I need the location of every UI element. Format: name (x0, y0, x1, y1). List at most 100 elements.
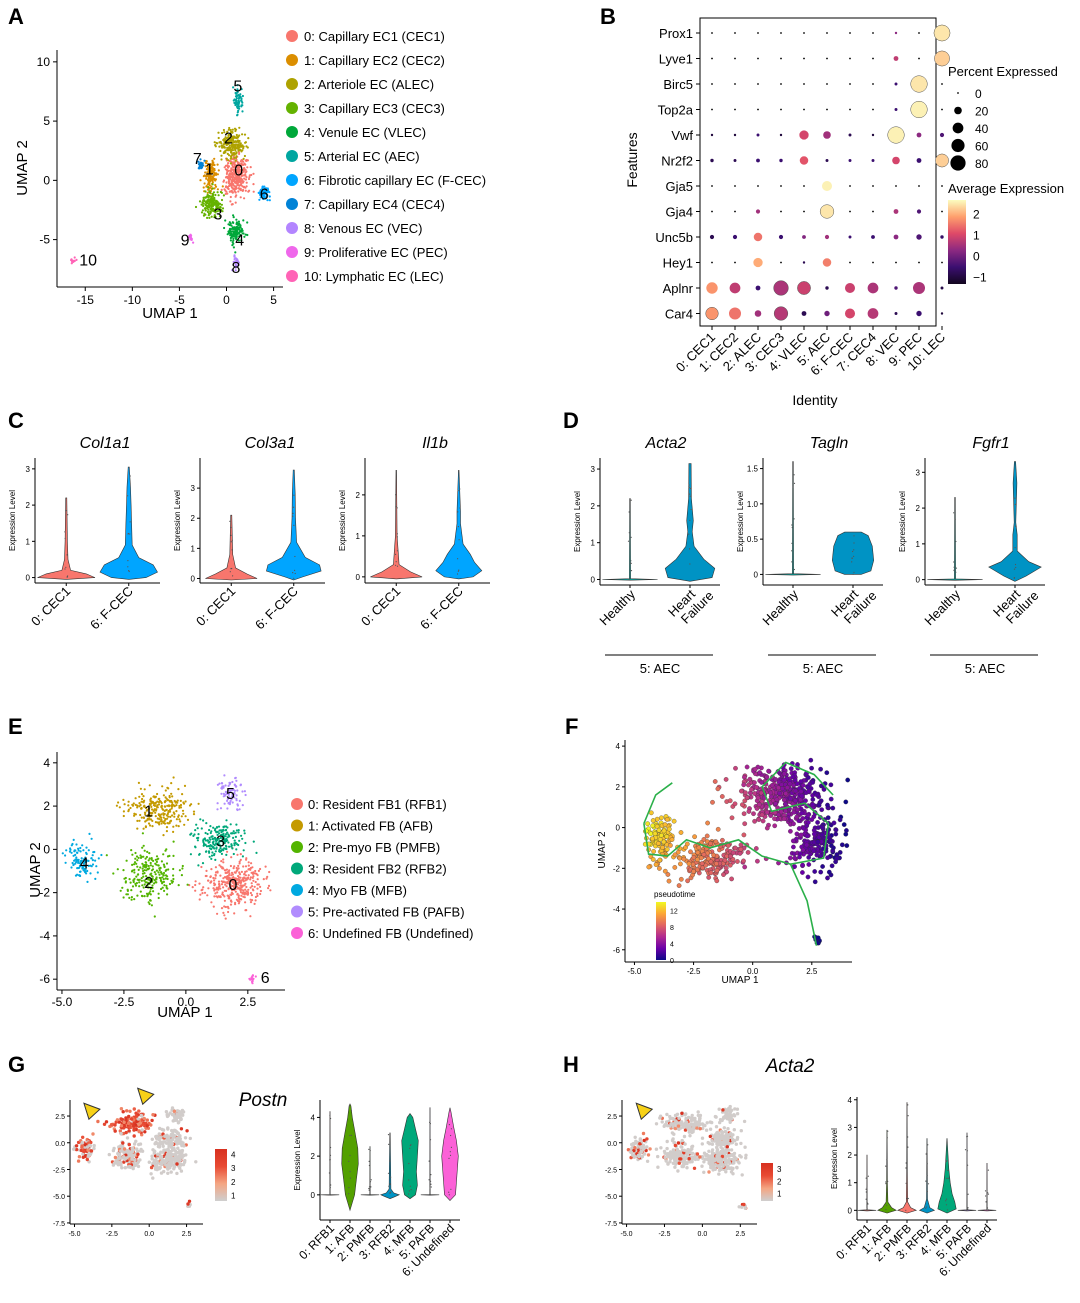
violin-jitter-point (396, 550, 398, 552)
dot-car4-2 (754, 310, 762, 317)
feature-point (127, 1142, 131, 1147)
feature-point (139, 1113, 143, 1118)
umap-point-cluster-0 (220, 907, 224, 910)
pseudotime-point (818, 766, 823, 772)
panel-h-acta2: Acta2 -5.0 -2.5 0.0 2.52.50.0-2.5-5.0-7.5 3… (605, 1056, 997, 1279)
pseudotime-point (760, 818, 766, 824)
violin-y-tick-label: 1 (356, 532, 361, 541)
umap-point-cluster-3 (226, 831, 229, 834)
umap-point-cluster-0 (234, 168, 237, 171)
feature-point (162, 1169, 166, 1174)
umap-point-cluster-2 (214, 145, 217, 148)
umap-point-cluster-1 (216, 163, 219, 166)
umap-point-cluster-4 (239, 226, 242, 229)
umap-point-cluster-0 (221, 893, 224, 896)
umap-point-cluster-4 (73, 850, 76, 853)
umap-point-cluster-0 (227, 870, 230, 873)
umap-point-cluster-0 (218, 864, 221, 867)
umap-point-cluster-1 (140, 816, 143, 819)
umap-point-cluster-4 (87, 849, 90, 852)
umap-point-cluster-0 (227, 180, 230, 183)
umap-point-cluster-4 (230, 224, 233, 227)
pseudotime-point (662, 822, 668, 827)
pseudotime-point (664, 834, 670, 839)
umap-point-cluster-3 (196, 827, 199, 830)
umap-point-cluster-3 (213, 197, 216, 200)
feature-point (163, 1134, 167, 1138)
pseudotime-point (806, 788, 811, 794)
umap-point-cluster-2 (227, 134, 230, 137)
violin-jitter-point (292, 515, 294, 517)
violin-jitter-point (349, 1171, 351, 1173)
umap-point-cluster-2 (227, 128, 230, 131)
violin-jitter-point (450, 1188, 452, 1190)
umap-point-cluster-3 (208, 836, 211, 840)
feature-point (175, 1162, 179, 1166)
umap-point-cluster-3 (197, 833, 200, 836)
umap-point-cluster-0 (244, 901, 247, 904)
pseudotime-point (764, 804, 769, 810)
violin-jitter-point (459, 507, 461, 509)
umap-point-cluster-1 (129, 806, 132, 810)
legend-swatch (286, 150, 298, 162)
umap-point-cluster-2 (172, 867, 175, 871)
umap-point-cluster-2 (133, 877, 136, 881)
pseudotime-point (741, 811, 747, 817)
pseudotime-point (708, 870, 714, 876)
umap-point-cluster-4 (77, 874, 81, 877)
umap-point-cluster-0 (225, 885, 228, 888)
umap-point-cluster-0 (234, 877, 237, 880)
umap-point-cluster-4 (232, 239, 235, 242)
feature-point (140, 1128, 144, 1132)
umap-point-cluster-4 (232, 216, 235, 219)
umap-point-cluster-5 (235, 794, 238, 797)
umap-point-cluster-3 (201, 209, 204, 212)
pseudotime-point (800, 870, 805, 875)
umap-point-cluster-5 (240, 88, 243, 91)
umap-point-cluster-4 (243, 235, 246, 238)
umap-point-cluster-2 (223, 140, 226, 144)
umap-point-cluster-3 (227, 841, 230, 844)
umap-point-cluster-0 (238, 173, 241, 176)
violin-jitter-point (369, 1150, 371, 1152)
umap-point-cluster-4 (235, 222, 238, 225)
umap-point-cluster-0 (239, 891, 243, 894)
umap-point-cluster-3 (219, 836, 222, 840)
violin-group-label: HeartFailure (990, 578, 1041, 629)
violin-jitter-point (229, 571, 231, 573)
umap-point-cluster-1 (154, 821, 157, 824)
umap-point-cluster-0 (236, 853, 239, 856)
umap-point-cluster-10 (75, 258, 78, 261)
feature-point (137, 1129, 141, 1133)
umap-point-cluster-3 (209, 838, 212, 841)
umap-point-cluster-0 (238, 879, 241, 882)
umap-point-cluster-5 (235, 102, 238, 105)
umap-point-cluster-0 (237, 894, 240, 897)
umap-point-cluster-0 (226, 850, 229, 853)
pseudotime-point (756, 802, 762, 807)
umap-point-cluster-2 (229, 133, 232, 136)
umap-point-cluster-2 (228, 154, 231, 157)
umap-point-cluster-2 (235, 155, 238, 158)
violin-y-tick-label: 3 (916, 468, 921, 477)
feature-point (132, 1124, 136, 1128)
violin-2 (360, 1146, 380, 1196)
umap-point-cluster-1 (214, 173, 218, 176)
dot-car4-7 (867, 308, 879, 319)
dot-vwf-7 (871, 133, 875, 137)
umap-point-cluster-2 (151, 865, 154, 868)
umap-point-cluster-3 (200, 211, 204, 214)
umap-point-cluster-5 (235, 92, 238, 95)
pseudotime-point (713, 839, 719, 845)
pseudotime-point (806, 862, 812, 867)
pseudotime-point (749, 787, 754, 792)
umap-point-cluster-6 (259, 193, 262, 196)
violin-1 (988, 461, 1042, 582)
pseudotime-point (796, 826, 802, 831)
feature-point (174, 1118, 178, 1123)
umap-point-cluster-2 (220, 154, 223, 157)
umap-point-cluster-0 (249, 876, 252, 879)
umap-point-cluster-2 (140, 879, 143, 882)
